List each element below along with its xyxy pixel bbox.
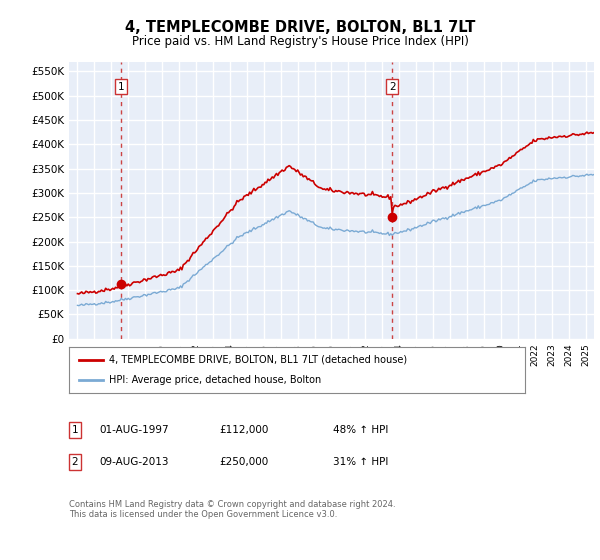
Text: £250,000: £250,000 bbox=[219, 457, 268, 467]
Text: 2: 2 bbox=[71, 457, 79, 467]
Text: 4, TEMPLECOMBE DRIVE, BOLTON, BL1 7LT (detached house): 4, TEMPLECOMBE DRIVE, BOLTON, BL1 7LT (d… bbox=[109, 354, 407, 365]
Text: 4, TEMPLECOMBE DRIVE, BOLTON, BL1 7LT: 4, TEMPLECOMBE DRIVE, BOLTON, BL1 7LT bbox=[125, 20, 475, 35]
Text: HPI: Average price, detached house, Bolton: HPI: Average price, detached house, Bolt… bbox=[109, 375, 322, 385]
Text: 1: 1 bbox=[71, 425, 79, 435]
Text: 01-AUG-1997: 01-AUG-1997 bbox=[99, 425, 169, 435]
Text: 09-AUG-2013: 09-AUG-2013 bbox=[99, 457, 169, 467]
Text: 2: 2 bbox=[389, 82, 395, 91]
Text: Contains HM Land Registry data © Crown copyright and database right 2024.
This d: Contains HM Land Registry data © Crown c… bbox=[69, 500, 395, 519]
Text: £112,000: £112,000 bbox=[219, 425, 268, 435]
Text: 31% ↑ HPI: 31% ↑ HPI bbox=[333, 457, 388, 467]
Text: Price paid vs. HM Land Registry's House Price Index (HPI): Price paid vs. HM Land Registry's House … bbox=[131, 35, 469, 48]
Text: 48% ↑ HPI: 48% ↑ HPI bbox=[333, 425, 388, 435]
Text: 1: 1 bbox=[118, 82, 125, 91]
